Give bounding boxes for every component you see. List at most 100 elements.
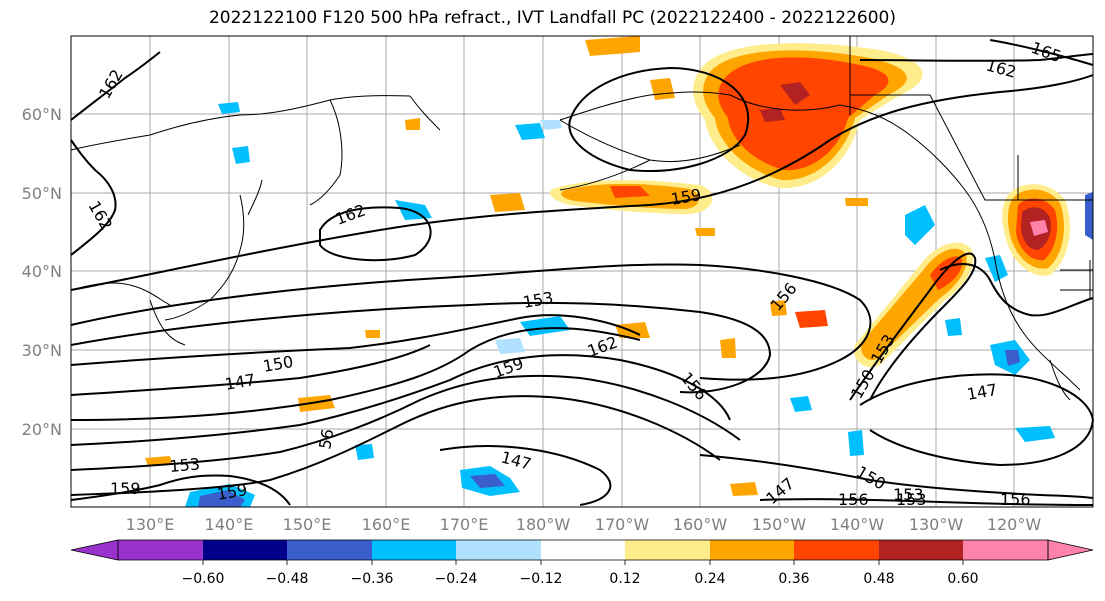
shade-neg-hi (790, 396, 812, 412)
lon-label: 150°W (752, 515, 807, 534)
shade-neg-east (1085, 192, 1093, 240)
contour-162-nw (70, 51, 161, 121)
map-frame (70, 35, 1094, 508)
contour-147 (70, 344, 431, 396)
colorbar-swatch (879, 540, 963, 560)
colorbar-swatch (456, 540, 541, 560)
shade-neg-ar-side (905, 205, 935, 245)
contour-156-se (759, 498, 1094, 506)
colorbar-swatch (541, 540, 625, 560)
lat-label: 40°N (22, 262, 62, 281)
shade-pos-4 (770, 300, 787, 316)
shade-pos-11 (405, 118, 420, 130)
contour-coastal (939, 263, 1094, 317)
contour-loop-ber (568, 66, 750, 172)
contour-162-ne (859, 53, 1094, 62)
lon-label: 120°W (987, 515, 1042, 534)
shade-neg-mid (520, 316, 570, 336)
shade-pos-10 (365, 330, 380, 338)
contour-ar-150 (849, 252, 977, 401)
border-states (1017, 155, 1093, 300)
lon-label: 140°E (205, 515, 254, 534)
chart-title: 2022122100 F120 500 hPa refract., IVT La… (208, 8, 896, 28)
lon-label: 170°W (595, 515, 650, 534)
colorbar-tick: −0.60 (182, 571, 225, 587)
coast-japan (164, 179, 263, 321)
lon-label: 150°E (283, 515, 332, 534)
colorbar-swatch (963, 540, 1048, 560)
lat-label: 30°N (22, 341, 62, 360)
colorbar-tick: 0.24 (694, 571, 725, 587)
border-canada (849, 36, 1093, 201)
shade-neg-tropic (848, 430, 864, 456)
shade-neg-ok (218, 102, 240, 114)
contour-label: 153 (169, 454, 201, 476)
coast-baja (1049, 359, 1071, 401)
shade-neg-mid-b (495, 338, 525, 354)
contour-147-s (439, 445, 612, 506)
colorbar-tick: 0.48 (863, 571, 894, 587)
contour-jet-d (70, 395, 721, 496)
contour-jet-b (70, 354, 731, 446)
colorbar-tick: 0.60 (947, 571, 978, 587)
shade-alaska-darkred2 (760, 108, 785, 122)
lon-label: 180°W (516, 515, 571, 534)
shade-neg-ber-b (540, 120, 562, 130)
shade-pos-3 (795, 310, 828, 328)
contour-label: 156 (1000, 490, 1031, 509)
shade-alaska-red (718, 57, 889, 171)
shade-pos-1 (298, 395, 335, 412)
contour-162-lo (319, 206, 432, 262)
shade-neg-coast-c (1005, 350, 1020, 366)
contour-159-main (70, 74, 1094, 291)
colorbar-tick: 0.12 (609, 571, 640, 587)
shade-neg-g1 (945, 318, 962, 336)
graticule (71, 36, 1093, 507)
shade-neg-jp (232, 146, 250, 164)
contour-sw-159 (70, 474, 291, 506)
contour-162-w (70, 139, 117, 256)
shade-neg-subtrop-b (470, 474, 505, 488)
shade-aleutian-red (610, 186, 650, 198)
colorbar-tick: −0.24 (435, 571, 478, 587)
lon-label: 160°W (673, 515, 728, 534)
coast-kamchatka (309, 95, 441, 206)
lon-label: 170°E (440, 515, 489, 534)
shade-coast-pink (1030, 220, 1048, 236)
lon-label: 130°W (909, 515, 964, 534)
lon-label: 130°E (126, 515, 175, 534)
shade-aleutian-small (490, 193, 525, 212)
lon-label: 160°E (362, 515, 411, 534)
shade-pos-8 (720, 338, 736, 358)
contour-label: 159 (110, 479, 141, 498)
contour-jet-c (70, 374, 741, 471)
contour-165 (989, 39, 1094, 66)
colorbar-swatch (625, 540, 710, 560)
contour-label: 156 (838, 490, 869, 509)
contours (70, 39, 1095, 506)
shade-neg-sw-b (198, 490, 245, 507)
shade-neg-g2 (355, 444, 374, 460)
shade-pos-5 (730, 482, 758, 496)
coastlines (70, 36, 1093, 401)
colorbar-min-extend (70, 539, 119, 561)
shade-neg-kam (395, 200, 432, 220)
contour-150 (70, 314, 641, 366)
contour-153 (70, 301, 772, 394)
contour-label: 153 (893, 485, 924, 504)
colorbar-tick: 0.36 (778, 571, 809, 587)
lat-label: 20°N (22, 420, 62, 439)
contour-label: 56 (315, 427, 337, 450)
latitude-labels: 60°N 50°N 40°N 30°N 20°N (22, 105, 62, 439)
colorbar-swatch (710, 540, 794, 560)
colorbar-swatch (287, 540, 372, 560)
lat-label: 60°N (22, 105, 62, 124)
shade-pos-7 (585, 36, 640, 56)
shade-neg-tropic-b (1015, 426, 1055, 442)
contour-156 (70, 263, 872, 381)
shade-pos-13 (845, 198, 868, 206)
colorbar-tick: −0.48 (266, 571, 309, 587)
colorbar-swatch (118, 540, 203, 560)
contour-150-se (699, 454, 1094, 499)
